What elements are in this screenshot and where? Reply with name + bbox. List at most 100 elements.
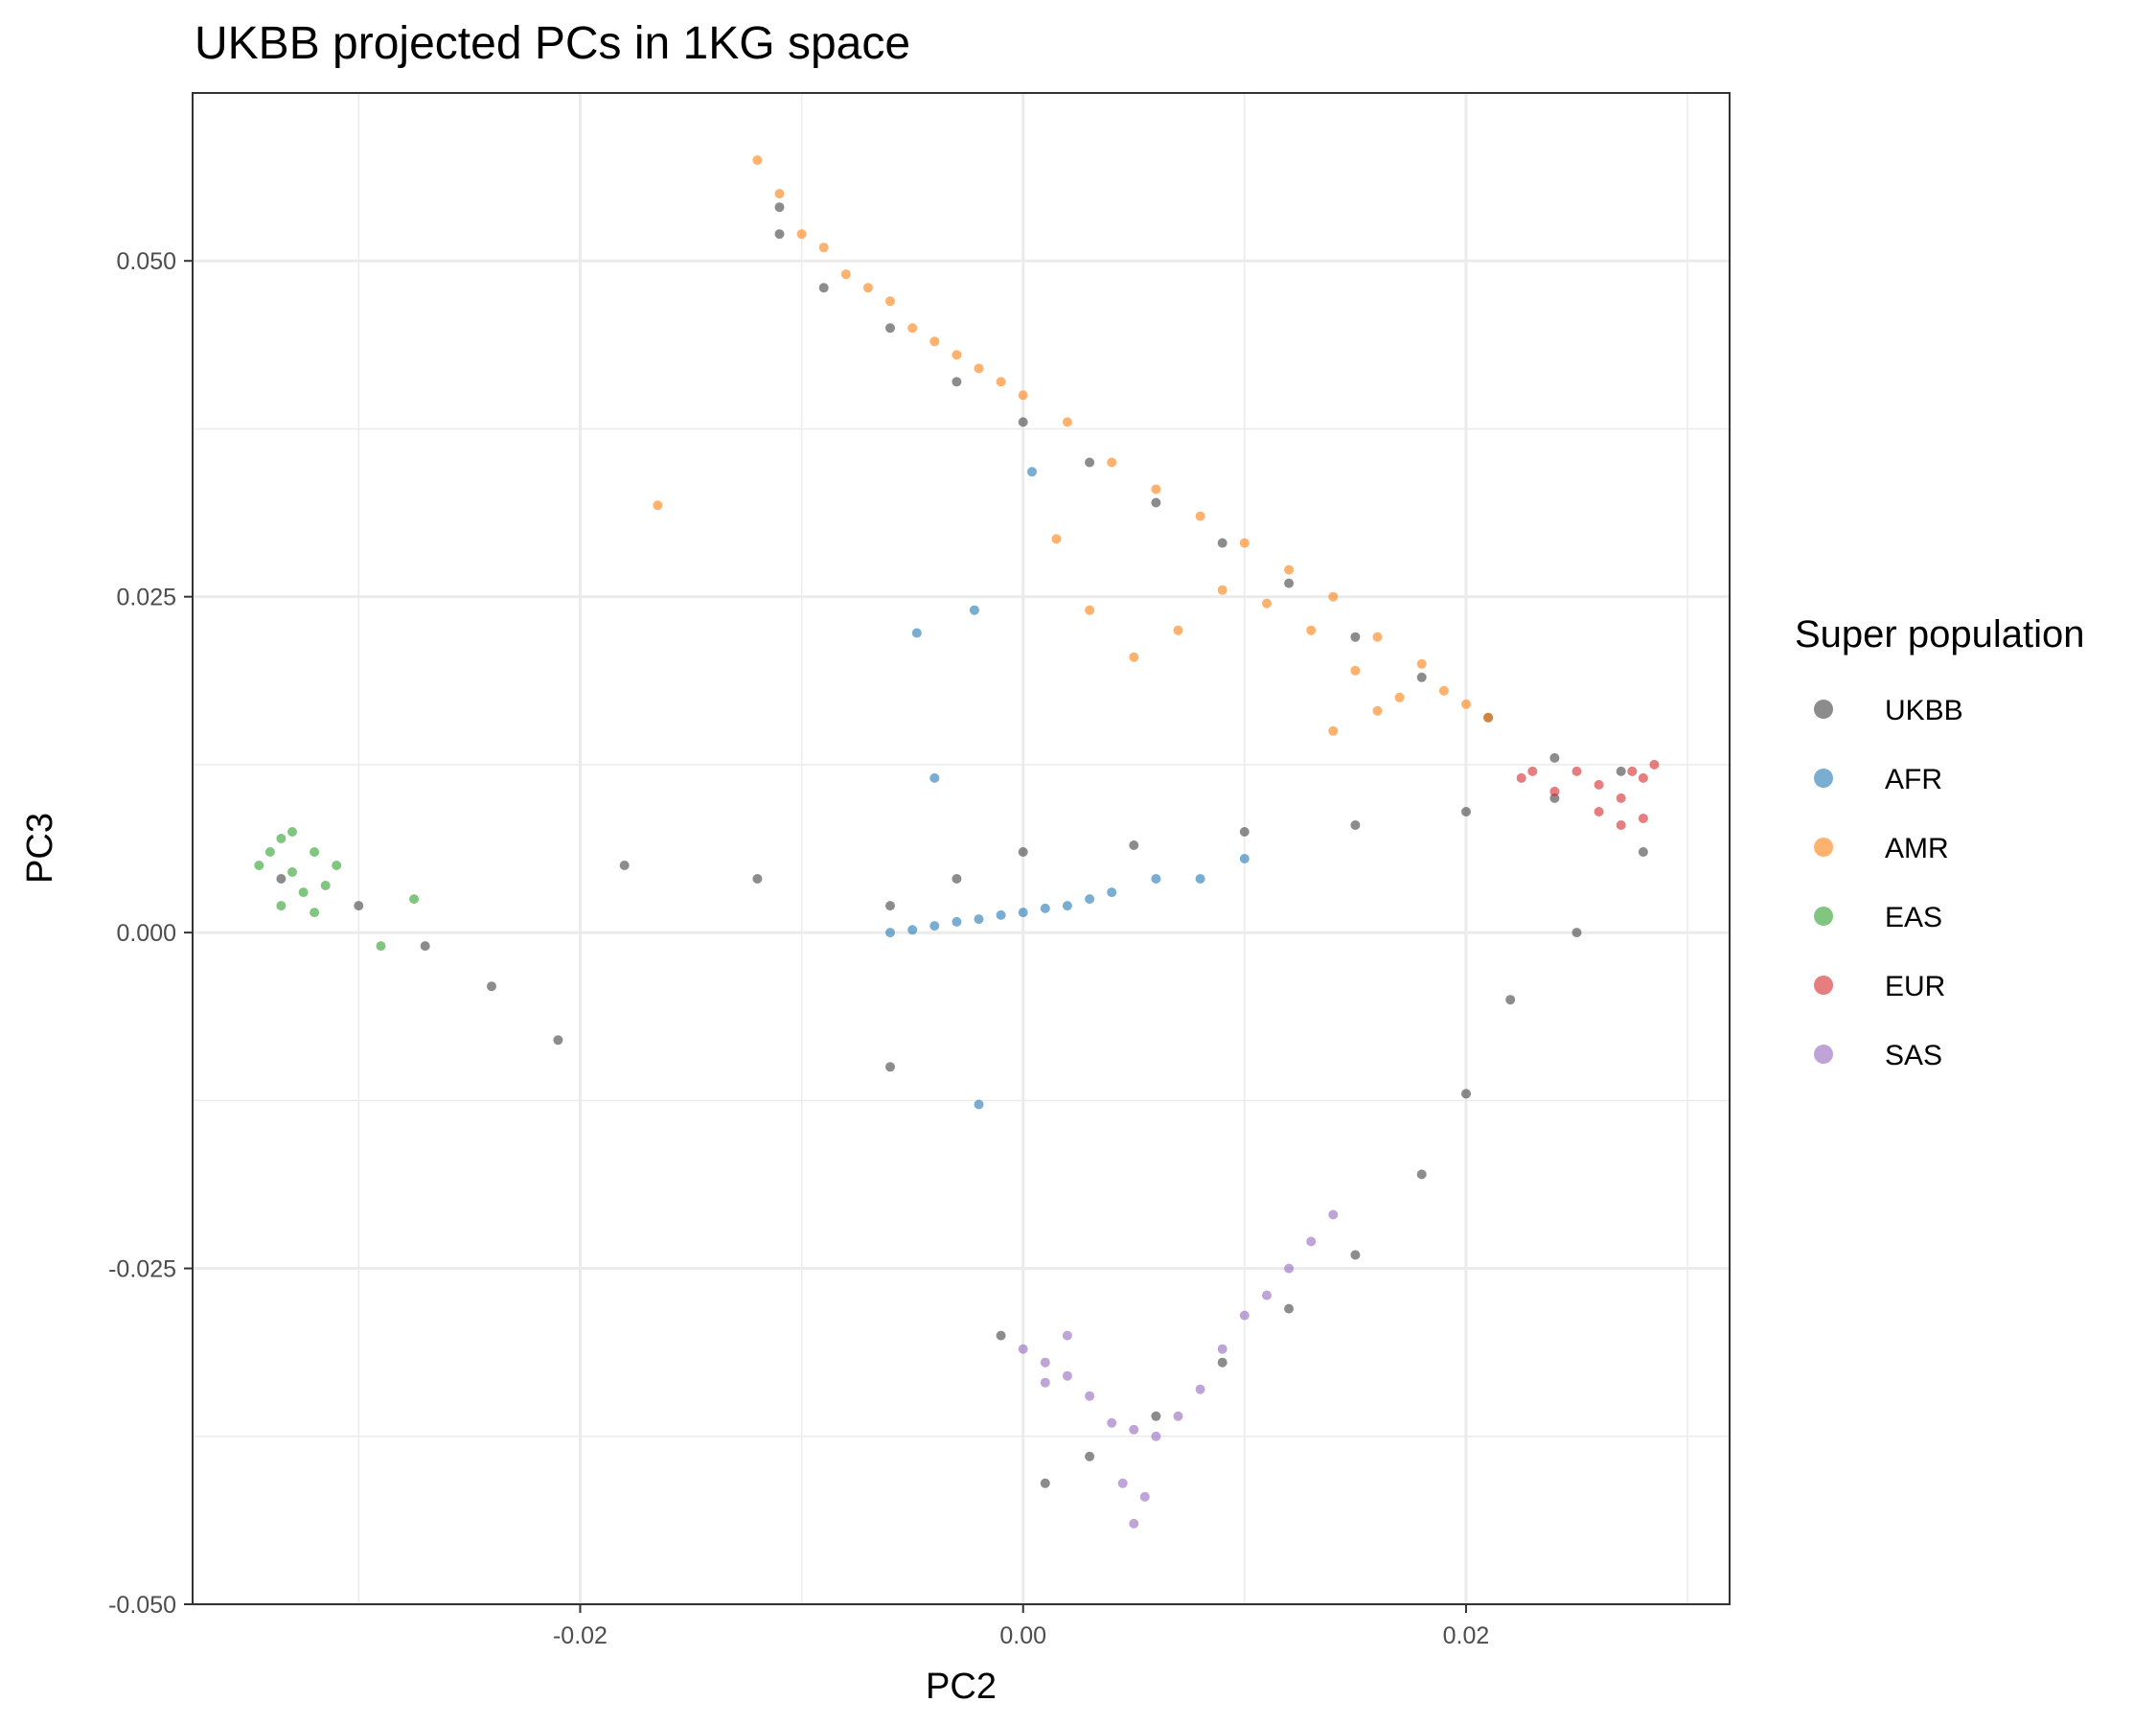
point-amr bbox=[974, 363, 984, 374]
point-amr bbox=[1151, 484, 1161, 494]
point-afr bbox=[1195, 874, 1205, 884]
point-eas bbox=[376, 941, 386, 952]
point-ukbb bbox=[1018, 417, 1028, 427]
plot-panel-border bbox=[192, 92, 1731, 1605]
legend-key-sas bbox=[1814, 1045, 1833, 1064]
point-ukbb bbox=[1151, 497, 1161, 508]
point-ukbb bbox=[996, 1330, 1006, 1341]
point-amr bbox=[774, 189, 785, 199]
legend-label-ukbb: UKBB bbox=[1885, 695, 1963, 726]
point-amr bbox=[907, 323, 918, 334]
point-amr bbox=[1051, 534, 1062, 544]
legend-key-eas bbox=[1814, 907, 1833, 926]
point-eur bbox=[1638, 772, 1648, 783]
point-eas bbox=[332, 861, 342, 870]
point-eur bbox=[1516, 772, 1526, 783]
point-eur bbox=[1594, 779, 1604, 790]
plot-panel-background bbox=[193, 93, 1730, 1604]
legend: Super population UKBB AFR AMR EAS EUR SAS bbox=[1795, 613, 2084, 1071]
point-ukbb bbox=[1461, 807, 1471, 816]
point-ukbb bbox=[1284, 578, 1295, 588]
point-sas bbox=[1040, 1377, 1050, 1388]
point-amr bbox=[818, 242, 829, 253]
point-ukbb bbox=[1217, 538, 1227, 548]
point-afr bbox=[1085, 894, 1095, 905]
point-ukbb bbox=[1461, 1089, 1471, 1099]
point-ukbb bbox=[354, 901, 364, 911]
point-eas bbox=[287, 867, 297, 877]
point-amr bbox=[1372, 705, 1383, 716]
point-amr bbox=[1350, 665, 1361, 676]
point-amr bbox=[929, 336, 940, 347]
point-ukbb bbox=[1085, 1451, 1095, 1461]
point-eas bbox=[276, 834, 287, 843]
point-amr bbox=[752, 155, 763, 166]
point-amr bbox=[1129, 652, 1139, 662]
point-eur bbox=[1571, 766, 1582, 776]
point-afr bbox=[907, 925, 918, 935]
point-amr bbox=[1262, 598, 1272, 609]
point-amr bbox=[862, 283, 873, 293]
point-ukbb bbox=[1638, 847, 1648, 857]
legend-key-ukbb bbox=[1814, 700, 1833, 719]
point-eur bbox=[1616, 793, 1626, 803]
point-sas bbox=[1239, 1310, 1250, 1321]
point-eur bbox=[1627, 766, 1638, 776]
point-ukbb bbox=[1129, 840, 1139, 850]
point-sas bbox=[1129, 1518, 1139, 1529]
y-tick-label: 0.025 bbox=[116, 585, 176, 611]
point-afr bbox=[929, 772, 940, 783]
point-ukbb bbox=[1416, 1169, 1427, 1180]
point-ukbb bbox=[1217, 1357, 1227, 1368]
point-ukbb bbox=[619, 861, 630, 870]
x-axis-title: PC2 bbox=[926, 1667, 997, 1707]
point-afr bbox=[885, 928, 895, 938]
legend-label-afr: AFR bbox=[1885, 764, 1942, 795]
legend-key-afr bbox=[1814, 769, 1833, 788]
y-tick-label: 0.000 bbox=[116, 920, 176, 947]
point-sas bbox=[1085, 1391, 1095, 1401]
point-sas bbox=[1139, 1491, 1150, 1502]
point-afr bbox=[969, 605, 979, 615]
point-sas bbox=[1195, 1384, 1205, 1394]
point-amr bbox=[1328, 725, 1339, 736]
point-sas bbox=[1284, 1263, 1295, 1274]
point-afr bbox=[1027, 467, 1037, 477]
series-eas bbox=[254, 827, 420, 952]
point-ukbb bbox=[1018, 847, 1028, 857]
point-sas bbox=[1040, 1357, 1050, 1368]
point-ukbb bbox=[952, 377, 962, 387]
point-amr bbox=[1173, 625, 1183, 635]
point-ukbb bbox=[885, 901, 895, 911]
point-ukbb bbox=[276, 874, 287, 884]
point-ukbb bbox=[1239, 827, 1250, 837]
point-afr bbox=[1151, 874, 1161, 884]
point-sas bbox=[1262, 1290, 1272, 1300]
x-tick-label: 0.02 bbox=[1443, 1622, 1490, 1649]
point-amr bbox=[840, 269, 851, 280]
point-eas bbox=[310, 847, 320, 857]
point-eur bbox=[1549, 786, 1560, 796]
point-afr bbox=[1018, 908, 1028, 918]
point-ukbb bbox=[420, 941, 430, 952]
point-ukbb bbox=[1505, 995, 1516, 1005]
axis-ticks: -0.02 0.00 0.02 -0.050 -0.025 0.000 0.025 0.050 bbox=[108, 248, 1489, 1649]
point-ukbb bbox=[752, 874, 763, 884]
point-afr bbox=[1062, 901, 1072, 911]
point-ukbb bbox=[1571, 928, 1582, 938]
legend-label-sas: SAS bbox=[1885, 1040, 1942, 1071]
point-amr bbox=[1394, 692, 1405, 702]
point-ukbb bbox=[1616, 766, 1626, 776]
legend-key-eur bbox=[1814, 976, 1833, 995]
point-sas bbox=[1062, 1370, 1072, 1381]
point-amr bbox=[1195, 511, 1205, 521]
y-tick-label: 0.050 bbox=[116, 248, 176, 275]
point-afr bbox=[929, 921, 940, 932]
point-eas bbox=[298, 887, 309, 898]
point-ukbb bbox=[1040, 1478, 1050, 1488]
point-amr bbox=[1461, 699, 1471, 709]
point-sas bbox=[1129, 1424, 1139, 1435]
point-ukbb bbox=[774, 202, 785, 213]
point-afr bbox=[974, 914, 984, 925]
